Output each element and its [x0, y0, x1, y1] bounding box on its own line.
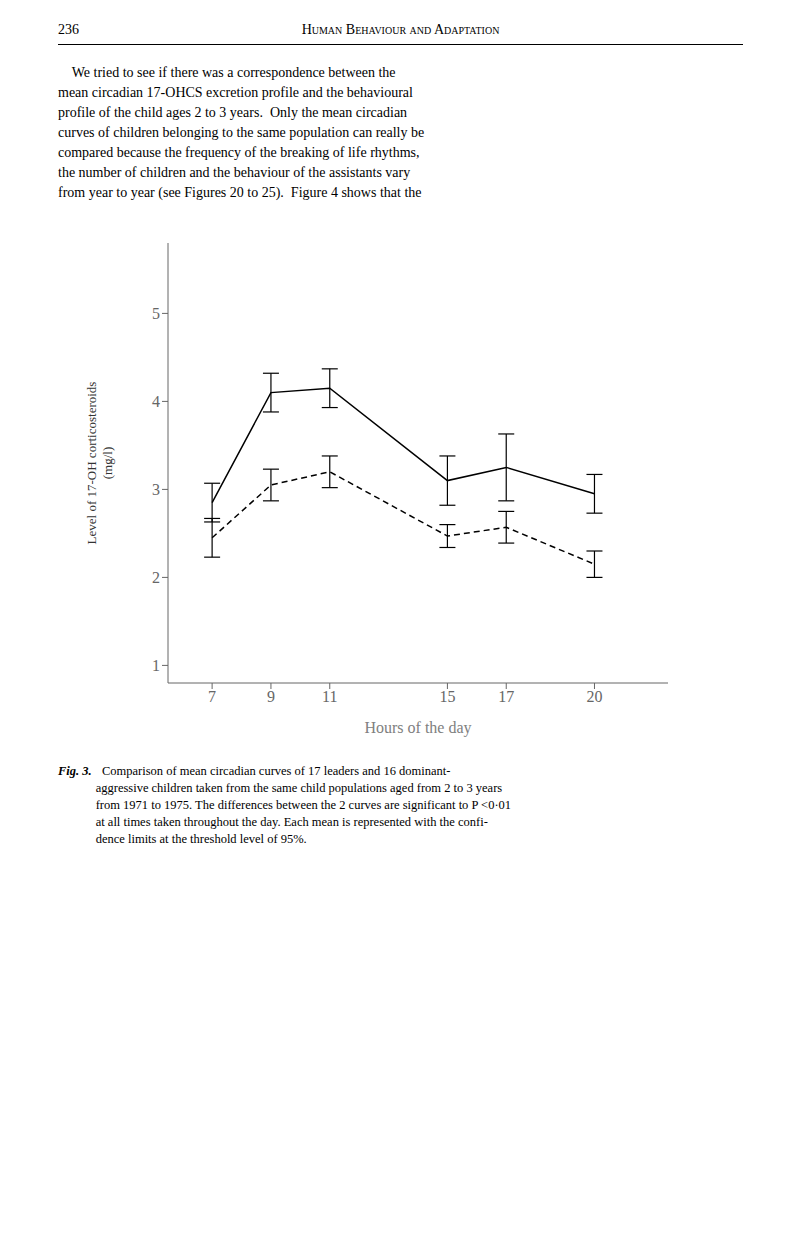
- html-text:from 1971 to 1975. The differe: from 1971 to 1975. The differences betwe…: [95, 798, 512, 812]
- html-text:aggressive children taken from: aggressive children taken from the same …: [95, 781, 503, 795]
- svg-text:11: 11: [322, 688, 337, 705]
- svg-text:4: 4: [152, 393, 160, 410]
- svg-text:2: 2: [152, 569, 160, 586]
- html-text:profile of the child ages 2 to: profile of the child ages 2 to 3 years. …: [58, 105, 408, 120]
- html-text:Human Behaviour and Adaptation: Human Behaviour and Adaptation: [301, 22, 500, 37]
- html-text:236: 236: [58, 22, 79, 37]
- html-text:dence limits at the threshold: dence limits at the threshold level of 9…: [95, 832, 307, 846]
- html-text:the number of children and the: the number of children and the behaviour…: [58, 165, 411, 180]
- svg-text:20: 20: [586, 688, 602, 705]
- html-text:Fig. 3. Comparison of mean cir: Fig. 3. Comparison of mean circadian cur…: [58, 764, 451, 778]
- svg-text:17: 17: [498, 688, 514, 705]
- svg-text:1: 1: [152, 657, 160, 674]
- html-text:compared because the frequency: compared because the frequency of the br…: [58, 145, 420, 160]
- svg-text:7: 7: [208, 688, 216, 705]
- html-text:curves of children belonging t: curves of children belonging to the same…: [58, 125, 425, 140]
- html-text:from year to year (see Figures: from year to year (see Figures 20 to 25)…: [58, 185, 422, 200]
- svg-text:5: 5: [152, 305, 160, 322]
- svg-text:9: 9: [267, 688, 275, 705]
- svg-text:3: 3: [152, 481, 160, 498]
- html-text:at all times taken throughout: at all times taken throughout the day. E…: [95, 815, 488, 829]
- svg-text:Hours of the day: Hours of the day: [364, 719, 471, 737]
- html-text:mean circadian 17-OHCS excreti: mean circadian 17-OHCS excretion profile…: [58, 85, 413, 100]
- svg-text:Level of 17-OH corticosteroids: Level of 17-OH corticosteroids(mg/l): [84, 382, 115, 545]
- html-text:We tried to see if there was a: We tried to see if there was a correspon…: [58, 65, 396, 80]
- svg-text:15: 15: [439, 688, 455, 705]
